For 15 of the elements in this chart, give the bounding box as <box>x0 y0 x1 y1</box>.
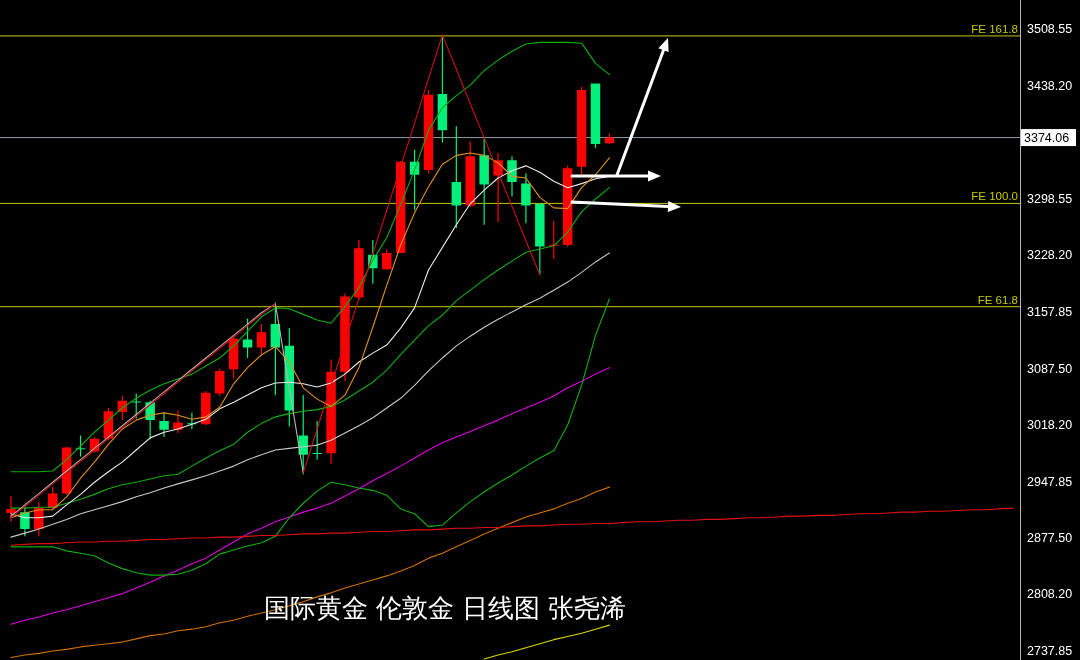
ref-line-label: FE 61.8 <box>977 293 1018 306</box>
y-tick-label: 3087.50 <box>1027 361 1073 376</box>
ref-line-label: FE 161.8 <box>971 22 1018 35</box>
ref-line-label: 3374.06 <box>1024 130 1070 145</box>
y-tick-label: 3298.55 <box>1027 191 1073 206</box>
y-tick-label: 3157.85 <box>1027 305 1073 320</box>
y-tick-label: 3508.55 <box>1027 22 1073 37</box>
y-tick-label: 3438.20 <box>1027 78 1073 93</box>
y-tick-label: 3228.20 <box>1027 248 1073 263</box>
y-tick-label: 2947.85 <box>1027 474 1073 489</box>
y-tick-label: 3018.20 <box>1027 417 1073 432</box>
y-tick-label: 2877.50 <box>1027 531 1073 546</box>
y-tick-label: 2808.20 <box>1027 587 1073 602</box>
ref-line-label: FE 100.0 <box>971 190 1018 203</box>
y-tick-label: 2737.85 <box>1027 644 1073 659</box>
